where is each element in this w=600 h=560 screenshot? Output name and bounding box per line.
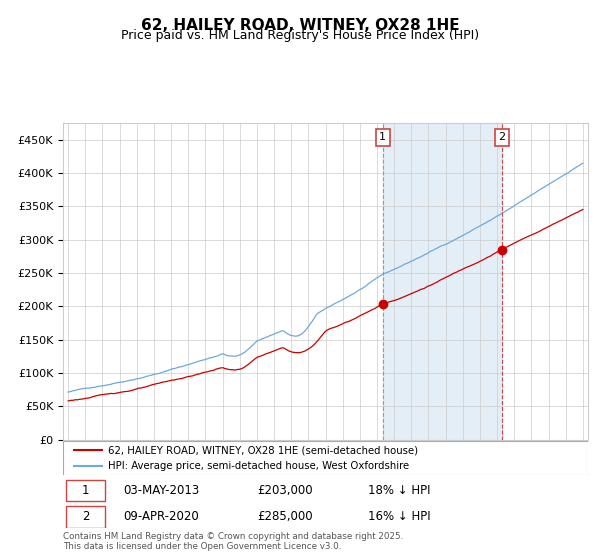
Text: 1: 1	[82, 484, 89, 497]
Text: Price paid vs. HM Land Registry's House Price Index (HPI): Price paid vs. HM Land Registry's House …	[121, 29, 479, 42]
Text: 16% ↓ HPI: 16% ↓ HPI	[367, 510, 430, 523]
FancyBboxPatch shape	[63, 441, 588, 475]
Text: £203,000: £203,000	[257, 484, 313, 497]
Text: 03-MAY-2013: 03-MAY-2013	[124, 484, 200, 497]
Text: £285,000: £285,000	[257, 510, 313, 523]
Text: 09-APR-2020: 09-APR-2020	[124, 510, 199, 523]
Text: 2: 2	[498, 132, 505, 142]
Text: 1: 1	[379, 132, 386, 142]
Text: Contains HM Land Registry data © Crown copyright and database right 2025.
This d: Contains HM Land Registry data © Crown c…	[63, 532, 403, 552]
Text: 18% ↓ HPI: 18% ↓ HPI	[367, 484, 430, 497]
Text: 2: 2	[82, 510, 89, 523]
Text: 62, HAILEY ROAD, WITNEY, OX28 1HE (semi-detached house): 62, HAILEY ROAD, WITNEY, OX28 1HE (semi-…	[107, 445, 418, 455]
Bar	[383, 123, 502, 440]
FancyBboxPatch shape	[65, 480, 105, 501]
Text: 62, HAILEY ROAD, WITNEY, OX28 1HE: 62, HAILEY ROAD, WITNEY, OX28 1HE	[140, 18, 460, 33]
FancyBboxPatch shape	[65, 506, 105, 528]
Text: HPI: Average price, semi-detached house, West Oxfordshire: HPI: Average price, semi-detached house,…	[107, 461, 409, 471]
